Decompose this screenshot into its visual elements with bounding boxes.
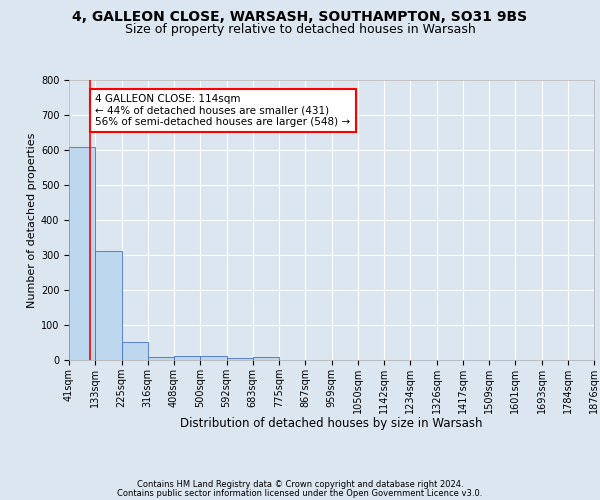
Text: 4 GALLEON CLOSE: 114sqm
← 44% of detached houses are smaller (431)
56% of semi-d: 4 GALLEON CLOSE: 114sqm ← 44% of detache… xyxy=(95,94,350,127)
Bar xyxy=(174,356,200,360)
Text: Contains public sector information licensed under the Open Government Licence v3: Contains public sector information licen… xyxy=(118,489,482,498)
Bar xyxy=(69,147,95,360)
Text: Size of property relative to detached houses in Warsash: Size of property relative to detached ho… xyxy=(125,22,475,36)
Bar xyxy=(95,252,122,360)
Bar xyxy=(227,358,253,360)
Text: 4, GALLEON CLOSE, WARSASH, SOUTHAMPTON, SO31 9BS: 4, GALLEON CLOSE, WARSASH, SOUTHAMPTON, … xyxy=(73,10,527,24)
Bar xyxy=(148,356,174,360)
Text: Contains HM Land Registry data © Crown copyright and database right 2024.: Contains HM Land Registry data © Crown c… xyxy=(137,480,463,489)
Bar xyxy=(253,357,279,360)
Bar xyxy=(200,356,227,360)
Y-axis label: Number of detached properties: Number of detached properties xyxy=(26,132,37,308)
Bar xyxy=(122,342,148,360)
X-axis label: Distribution of detached houses by size in Warsash: Distribution of detached houses by size … xyxy=(180,417,483,430)
